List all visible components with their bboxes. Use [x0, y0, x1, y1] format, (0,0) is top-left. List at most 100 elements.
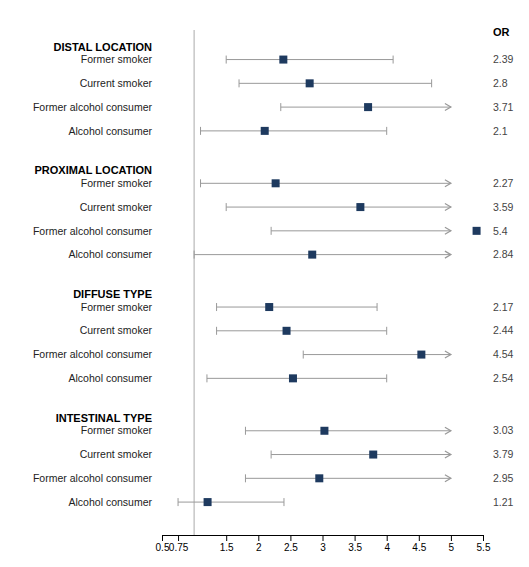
ci-arrow — [445, 204, 451, 211]
x-tick-mark — [162, 535, 163, 541]
ci-arrow — [445, 427, 451, 434]
chart: 0.50.751.522.533.544.555.5DISTAL LOCATIO… — [0, 0, 529, 567]
ci-cap-high — [386, 327, 387, 335]
data-label: 2.27 — [493, 177, 514, 189]
x-tick-mark — [258, 535, 259, 541]
ci-arrow — [445, 104, 451, 111]
x-tick: 2 — [256, 535, 262, 553]
reference-line — [194, 30, 195, 535]
row-label: Former alcohol consumer — [33, 472, 153, 484]
x-tick-mark — [387, 535, 388, 541]
row-label: Former smoker — [81, 301, 153, 313]
ci-line — [239, 83, 432, 84]
ci-line — [303, 354, 451, 355]
ci-cap-low — [216, 303, 217, 311]
ci-cap-low — [239, 79, 240, 87]
x-tick-label: 4 — [384, 542, 390, 553]
data-label: 2.95 — [493, 472, 514, 484]
x-tick: 1.5 — [220, 535, 234, 553]
estimate-square — [272, 179, 280, 187]
x-tick-label: 4.5 — [412, 542, 426, 553]
ci-arrow — [445, 180, 451, 187]
estimate-square — [364, 103, 372, 111]
data-label: 2.17 — [493, 301, 514, 313]
estimate-square — [204, 498, 212, 506]
ci-cap-high — [283, 498, 284, 506]
x-tick-mark — [290, 535, 291, 541]
group-title: PROXIMAL LOCATION — [34, 164, 152, 176]
x-tick-mark — [451, 535, 452, 541]
ci-cap-high — [431, 79, 432, 87]
x-tick: 0.75 — [169, 535, 189, 553]
group-title: DIFFUSE TYPE — [73, 288, 152, 300]
data-label: 2.44 — [493, 324, 514, 336]
ci-cap-high — [386, 127, 387, 135]
ci-cap-low — [303, 351, 304, 359]
estimate-square — [289, 374, 297, 382]
ci-line — [226, 207, 451, 208]
x-tick-label: 0.5 — [156, 542, 170, 553]
row-label: Current smoker — [80, 448, 153, 460]
ci-cap-low — [206, 374, 207, 382]
marks — [178, 30, 481, 535]
x-tick-mark — [323, 535, 324, 541]
row-label: Current smoker — [80, 324, 153, 336]
data-label: 2.1 — [493, 125, 508, 137]
estimate-square — [369, 451, 377, 459]
data-label: 2.8 — [493, 77, 508, 89]
x-tick-mark — [178, 535, 179, 541]
ci-cap-low — [200, 127, 201, 135]
ci-cap-low — [280, 103, 281, 111]
x-tick-mark — [483, 535, 484, 541]
ci-line — [226, 59, 393, 60]
ci-cap-low — [271, 451, 272, 459]
x-tick: 5 — [449, 535, 455, 553]
ci-cap-low — [245, 427, 246, 435]
data-label: 3.79 — [493, 448, 514, 460]
ci-cap-high — [377, 303, 378, 311]
x-tick: 3.5 — [348, 535, 362, 553]
row-label: Former smoker — [81, 53, 153, 65]
column-header: OR — [493, 26, 510, 38]
x-tick-label: 3.5 — [348, 542, 362, 553]
row-label: Former alcohol consumer — [33, 348, 153, 360]
plot: 0.50.751.522.533.544.555.5DISTAL LOCATIO… — [33, 26, 514, 553]
x-tick-label: 1.5 — [220, 542, 234, 553]
ci-line — [201, 130, 387, 131]
ci-arrow — [445, 351, 451, 358]
data-label: 2.84 — [493, 248, 514, 260]
ci-line — [201, 183, 451, 184]
ci-line — [194, 254, 451, 255]
x-tick: 4 — [384, 535, 390, 553]
data-label: 1.21 — [493, 496, 514, 508]
estimate-square — [306, 79, 314, 87]
row-label: Former alcohol consumer — [33, 225, 153, 237]
x-tick-label: 0.75 — [169, 542, 189, 553]
row-label: Alcohol consumer — [69, 372, 153, 384]
x-tick-mark — [355, 535, 356, 541]
ci-cap-high — [393, 56, 394, 64]
x-tick-label: 5.5 — [477, 542, 491, 553]
row-label: Former smoker — [81, 177, 153, 189]
x-tick-label: 5 — [449, 542, 455, 553]
ci-line — [245, 478, 450, 479]
ci-line — [245, 430, 450, 431]
row-label: Alcohol consumer — [69, 125, 153, 137]
ci-arrow — [445, 227, 451, 234]
x-tick-label: 2 — [256, 542, 262, 553]
ci-line — [271, 230, 451, 231]
ci-cap-high — [386, 374, 387, 382]
ci-cap-low — [226, 56, 227, 64]
estimate-square — [261, 127, 269, 135]
ci-cap-low — [271, 227, 272, 235]
row-label: Former smoker — [81, 424, 153, 436]
data-label: 2.54 — [493, 372, 514, 384]
estimate-square — [315, 474, 323, 482]
ci-arrow — [445, 451, 451, 458]
ci-cap-low — [245, 474, 246, 482]
ci-cap-low — [226, 203, 227, 211]
x-tick-mark — [226, 535, 227, 541]
x-tick-label: 3 — [320, 542, 326, 553]
ci-cap-low — [216, 327, 217, 335]
x-tick: 4.5 — [412, 535, 426, 553]
